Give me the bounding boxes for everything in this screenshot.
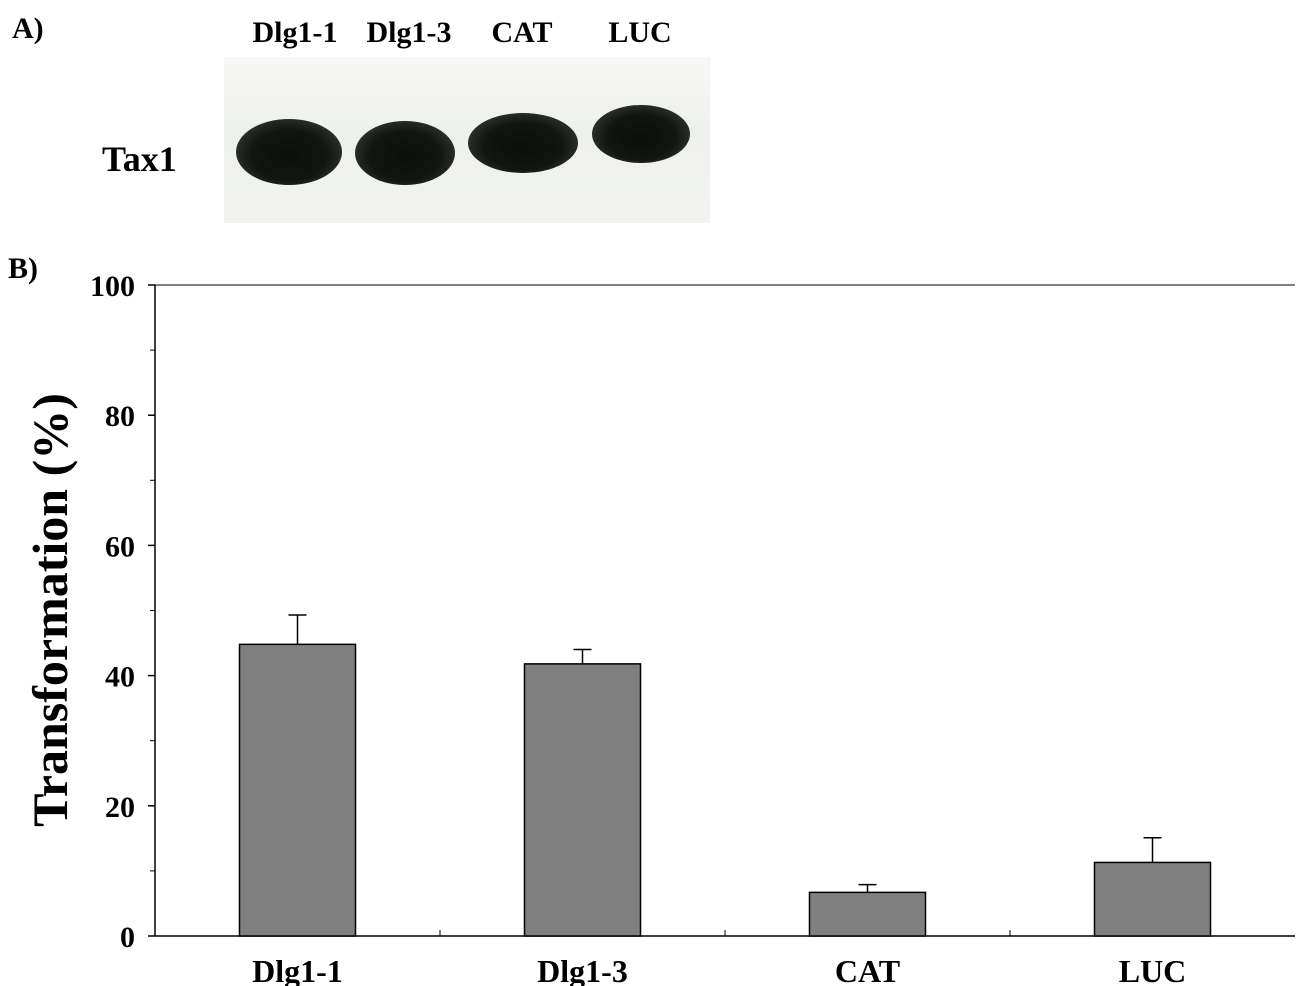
blot-band-dlg1-1 [236, 119, 342, 185]
bar-luc [1093, 861, 1212, 937]
bar-cat [808, 891, 927, 937]
x-ticks: Dlg1-1 Dlg1-3 CAT LUC [252, 930, 1186, 986]
western-blot [224, 57, 710, 223]
lane-label-dlg1-3: Dlg1-3 [366, 16, 452, 49]
lane-label-cat: CAT [491, 16, 553, 49]
bar-dlg1-3 [523, 663, 642, 937]
panel-b-label: B) [8, 252, 38, 285]
x-tick-label: LUC [1119, 953, 1187, 986]
blot-band-cat [468, 113, 578, 173]
blot-band-luc [592, 105, 690, 163]
protein-label: Tax1 [102, 139, 177, 179]
y-tick-label: 0 [120, 921, 135, 954]
bar-dlg1-1 [238, 643, 357, 937]
panel-a-label: A) [12, 12, 44, 45]
y-tick-label: 100 [90, 270, 135, 303]
error-bars [288, 614, 1162, 893]
y-tick-label: 20 [105, 791, 135, 824]
x-tick-label: Dlg1-3 [537, 953, 628, 986]
y-tick-label: 80 [105, 400, 135, 433]
blot-band-dlg1-3 [355, 121, 455, 185]
y-tick-label: 60 [105, 530, 135, 563]
x-tick-label: Dlg1-1 [252, 953, 343, 986]
y-tick-label: 40 [105, 661, 135, 694]
lane-label-luc: LUC [608, 16, 672, 49]
x-tick-label: CAT [835, 953, 900, 986]
y-ticks: 0 20 40 60 80 100 [90, 270, 155, 954]
y-axis-label: Transformation (%) [22, 393, 78, 827]
bars [238, 643, 1212, 937]
lane-label-dlg1-1: Dlg1-1 [252, 16, 338, 49]
